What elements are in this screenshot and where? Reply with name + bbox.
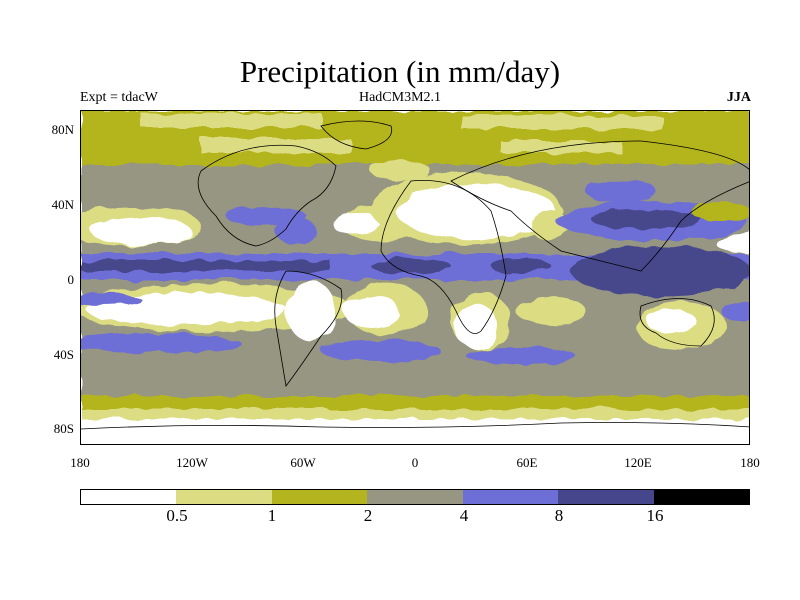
lon-label-120w: 120W — [176, 455, 208, 470]
experiment-label: Expt = tdacW — [80, 90, 158, 105]
model-label: HadCM3M2.1 — [358, 90, 442, 105]
colorbar-label: 1 — [267, 506, 277, 525]
map-title: Precipitation (in mm/day) — [239, 54, 561, 89]
lat-label-40s: 40S — [53, 347, 74, 362]
precipitation-map — [80, 110, 750, 445]
colorbar-label: 8 — [554, 506, 564, 525]
lat-label-0: 0 — [67, 272, 75, 287]
colorbar-swatch — [367, 490, 463, 504]
lon-label-180e: 180 — [740, 455, 760, 470]
colorbar-swatch — [558, 490, 654, 504]
season-label: JJA — [726, 90, 751, 105]
lon-label-120e: 120E — [624, 455, 652, 470]
colorbar-swatch — [462, 490, 559, 504]
lon-label-0: 0 — [411, 455, 419, 470]
colorbar-label: 0.5 — [166, 506, 188, 525]
colorbar-swatch — [176, 490, 272, 504]
coastlines — [81, 120, 749, 430]
lon-label-60e: 60E — [516, 455, 538, 470]
colorbar-label: 16 — [646, 506, 664, 525]
precip-field — [81, 111, 749, 444]
colorbar-label: 2 — [363, 506, 373, 525]
colorbar-swatch — [653, 490, 749, 504]
lat-label-80n: 80N — [51, 122, 74, 137]
lon-label-180w: 180 — [70, 455, 90, 470]
lat-label-80s: 80S — [53, 421, 74, 436]
colorbar-label: 4 — [459, 506, 469, 525]
colorbar — [80, 489, 750, 505]
lon-label-60w: 60W — [290, 455, 316, 470]
colorbar-swatch — [271, 490, 368, 504]
lat-label-40n: 40N — [51, 197, 74, 212]
colorbar-swatch — [81, 490, 177, 504]
